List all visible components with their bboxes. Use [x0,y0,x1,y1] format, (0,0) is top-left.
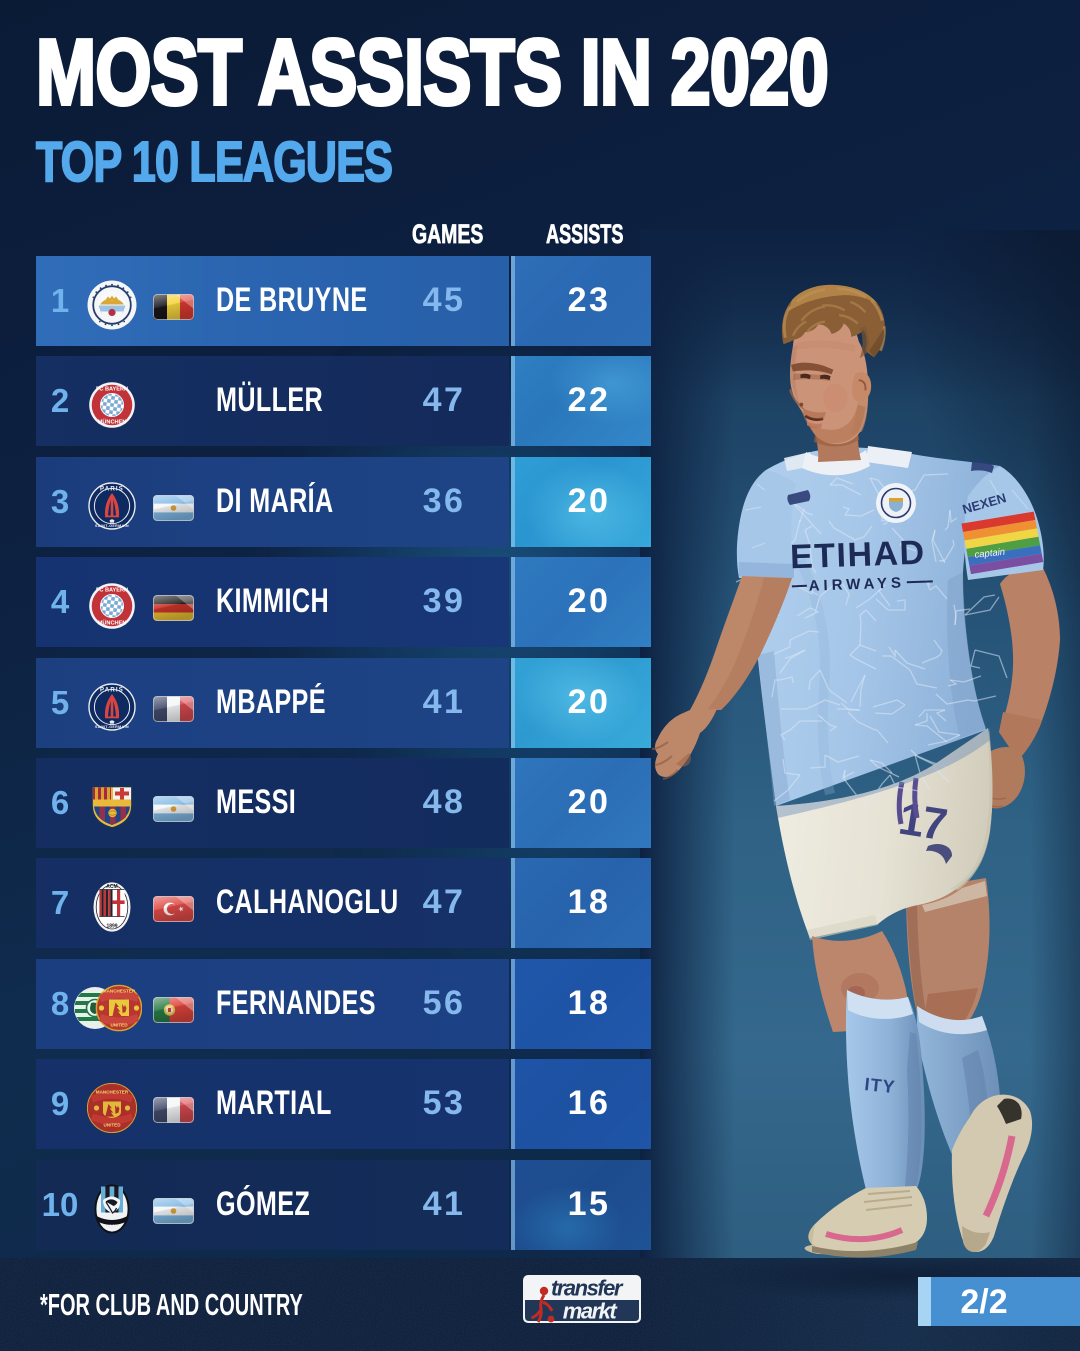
svg-text:FC BAYERN: FC BAYERN [96,387,128,393]
svg-text:PARIS: PARIS [100,688,124,694]
svg-text:MÜNCHEN: MÜNCHEN [98,419,127,426]
svg-text:MÜNCHEN: MÜNCHEN [98,620,127,627]
svg-text:1899: 1899 [106,924,117,930]
svg-text:ITY: ITY [864,1074,897,1097]
svg-text:PARIS: PARIS [100,487,124,493]
svg-text:MANCHESTER: MANCHESTER [103,989,136,994]
svg-text:markt: markt [563,1299,619,1324]
svg-text:1907: 1907 [107,1224,118,1229]
svg-text:SAINT-GERMAIN: SAINT-GERMAIN [95,524,129,528]
svg-text:ACM: ACM [106,884,117,890]
svg-text:transfer: transfer [551,1276,624,1301]
svg-text:ETIHAD: ETIHAD [789,534,926,577]
svg-text:17: 17 [895,793,949,851]
svg-text:captain: captain [974,547,1006,561]
svg-text:UNITED: UNITED [103,1123,121,1128]
svg-text:FC BAYERN: FC BAYERN [96,588,128,594]
svg-text:SAINT-GERMAIN: SAINT-GERMAIN [95,725,129,729]
svg-text:MANCHESTER: MANCHESTER [96,1090,129,1095]
svg-text:AIRWAYS: AIRWAYS [808,574,905,594]
svg-text:UNITED: UNITED [110,1023,128,1028]
